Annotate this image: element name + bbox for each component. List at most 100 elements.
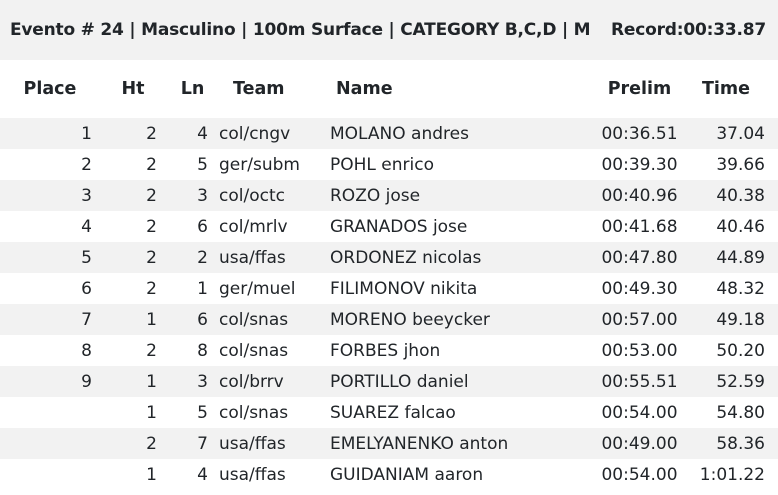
cell-time: 39.66 (716, 154, 765, 175)
cell-lane: 1 (197, 278, 208, 299)
cell-time: 58.36 (716, 433, 765, 454)
cell-team: usa/ffas (219, 464, 286, 485)
table-row: 7 1 6 col/snas MORENO beeycker 00:57.00 49.18 (0, 304, 778, 335)
table-row: 1 2 4 col/cngv MOLANO andres 00:36.51 37.04 (0, 118, 778, 149)
cell-team: col/snas (219, 402, 289, 423)
event-title: Evento # 24 | Masculino | 100m Surface |… (10, 20, 591, 40)
event-record: Record:00:33.87 (611, 20, 766, 40)
cell-name: FILIMONOV nikita (330, 278, 478, 299)
cell-place: 6 (81, 278, 92, 299)
cell-heat: 2 (146, 216, 157, 237)
cell-heat: 2 (146, 123, 157, 144)
cell-lane: 7 (197, 433, 208, 454)
cell-place: 4 (81, 216, 92, 237)
cell-lane: 6 (197, 216, 208, 237)
cell-place: 1 (81, 123, 92, 144)
column-header-lane: Ln (180, 79, 205, 99)
cell-name: GUIDANIAM aaron (330, 464, 484, 485)
cell-name: FORBES jhon (330, 340, 441, 361)
column-header-name: Name (336, 79, 393, 99)
table-row: 4 2 6 col/mrlv GRANADOS jose 00:41.68 40.46 (0, 211, 778, 242)
cell-heat: 2 (146, 433, 157, 454)
cell-heat: 2 (146, 185, 157, 206)
cell-team: col/octc (219, 185, 285, 206)
cell-time: 52.59 (716, 371, 765, 392)
table-row: 2 2 5 ger/subm POHL enrico 00:39.30 39.66 (0, 149, 778, 180)
results-table: Place Ht Ln Team Name Prelim Time 1 2 4 col… (0, 60, 778, 490)
cell-time: 1:01.22 (699, 464, 765, 485)
cell-prelim: 00:53.00 (601, 340, 678, 361)
cell-lane: 2 (197, 247, 208, 268)
cell-team: col/mrlv (219, 216, 288, 237)
cell-team: col/brrv (219, 371, 284, 392)
cell-team: usa/ffas (219, 247, 286, 268)
cell-name: EMELYANENKO anton (330, 433, 509, 454)
cell-name: SUAREZ falcao (330, 402, 456, 423)
cell-place (0, 397, 100, 428)
cell-team: col/snas (219, 309, 289, 330)
cell-name: MORENO beeycker (330, 309, 490, 330)
cell-prelim: 00:49.00 (601, 433, 678, 454)
cell-heat: 1 (146, 371, 157, 392)
cell-prelim: 00:41.68 (601, 216, 678, 237)
table-row: 9 1 3 col/brrv PORTILLO daniel 00:55.51 52.59 (0, 366, 778, 397)
cell-place: 5 (81, 247, 92, 268)
cell-time: 40.46 (716, 216, 765, 237)
column-header-prelim: Prelim (607, 79, 672, 99)
cell-name: ORDONEZ nicolas (330, 247, 482, 268)
cell-prelim: 00:36.51 (601, 123, 678, 144)
cell-place: 9 (81, 371, 92, 392)
cell-lane: 6 (197, 309, 208, 330)
column-header-place: Place (23, 79, 77, 99)
cell-heat: 2 (146, 340, 157, 361)
cell-lane: 3 (197, 185, 208, 206)
cell-name: MOLANO andres (330, 123, 469, 144)
cell-prelim: 00:47.80 (601, 247, 678, 268)
cell-place: 8 (81, 340, 92, 361)
cell-prelim: 00:55.51 (601, 371, 678, 392)
cell-place: 3 (81, 185, 92, 206)
cell-lane: 5 (197, 154, 208, 175)
column-header-team: Team (233, 79, 285, 99)
table-row: 1 4 usa/ffas GUIDANIAM aaron 00:54.00 1:01.22 (0, 459, 778, 490)
cell-team: col/cngv (219, 123, 291, 144)
cell-time: 40.38 (716, 185, 765, 206)
cell-time: 50.20 (716, 340, 765, 361)
cell-place (0, 428, 100, 459)
cell-place (0, 459, 100, 490)
results-body: 1 2 4 col/cngv MOLANO andres 00:36.51 37.04 2 2 5… (0, 118, 778, 490)
table-row: 3 2 3 col/octc ROZO jose 00:40.96 40.38 (0, 180, 778, 211)
cell-prelim: 00:49.30 (601, 278, 678, 299)
table-row: 6 2 1 ger/muel FILIMONOV nikita 00:49.30 48.32 (0, 273, 778, 304)
cell-prelim: 00:54.00 (601, 464, 678, 485)
cell-heat: 2 (146, 278, 157, 299)
cell-lane: 5 (197, 402, 208, 423)
cell-heat: 1 (146, 402, 157, 423)
cell-prelim: 00:39.30 (601, 154, 678, 175)
cell-time: 44.89 (716, 247, 765, 268)
table-row: 5 2 2 usa/ffas ORDONEZ nicolas 00:47.80 44.89 (0, 242, 778, 273)
table-row: 8 2 8 col/snas FORBES jhon 00:53.00 50.20 (0, 335, 778, 366)
column-header-heat: Ht (121, 79, 145, 99)
cell-time: 54.80 (716, 402, 765, 423)
cell-lane: 4 (197, 464, 208, 485)
cell-place: 2 (81, 154, 92, 175)
cell-name: ROZO jose (330, 185, 421, 206)
cell-lane: 8 (197, 340, 208, 361)
cell-prelim: 00:57.00 (601, 309, 678, 330)
cell-lane: 4 (197, 123, 208, 144)
cell-heat: 1 (146, 309, 157, 330)
cell-team: col/snas (219, 340, 289, 361)
cell-name: GRANADOS jose (330, 216, 468, 237)
table-row: 1 5 col/snas SUAREZ falcao 00:54.00 54.80 (0, 397, 778, 428)
cell-heat: 1 (146, 464, 157, 485)
table-row: 2 7 usa/ffas EMELYANENKO anton 00:49.00 58.36 (0, 428, 778, 459)
cell-lane: 3 (197, 371, 208, 392)
cell-name: PORTILLO daniel (330, 371, 469, 392)
column-header-time: Time (701, 79, 750, 99)
cell-team: usa/ffas (219, 433, 286, 454)
event-header: Evento # 24 | Masculino | 100m Surface |… (0, 0, 778, 60)
cell-team: ger/subm (219, 154, 300, 175)
cell-place: 7 (81, 309, 92, 330)
cell-time: 48.32 (716, 278, 765, 299)
